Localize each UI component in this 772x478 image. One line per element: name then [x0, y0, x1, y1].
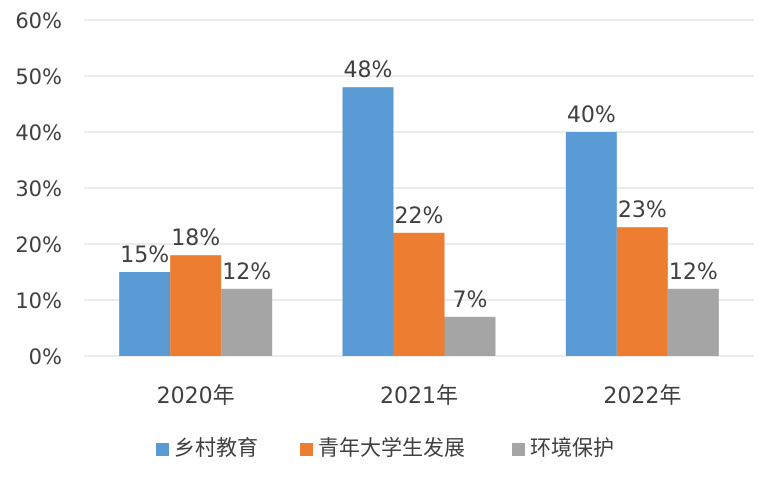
- data-label: 18%: [171, 226, 220, 251]
- bar: [667, 288, 719, 356]
- data-label: 12%: [222, 260, 271, 285]
- x-axis-categories: 2020年 2021年 2022年: [157, 384, 682, 409]
- data-label: 48%: [344, 58, 393, 83]
- legend-label: 青年大学生发展: [318, 436, 465, 460]
- y-tick-label: 0%: [29, 345, 62, 369]
- data-label: 40%: [567, 103, 616, 128]
- bar: [342, 87, 394, 356]
- bar: [170, 255, 222, 356]
- bar: [444, 316, 496, 356]
- data-label: 23%: [618, 198, 667, 223]
- bar: [119, 272, 171, 356]
- y-tick-label: 50%: [15, 65, 62, 89]
- y-tick-label: 60%: [15, 9, 62, 33]
- legend-swatch: [300, 443, 313, 456]
- data-label: 15%: [120, 243, 169, 268]
- y-tick-label: 10%: [15, 289, 62, 313]
- y-tick-label: 40%: [15, 121, 62, 145]
- x-category-label: 2021年: [380, 384, 458, 409]
- legend-swatch: [512, 443, 525, 456]
- data-labels: 15%18%12%48%22%7%40%23%12%: [120, 58, 718, 313]
- x-category-label: 2022年: [603, 384, 681, 409]
- y-tick-label: 20%: [15, 233, 62, 257]
- data-label: 22%: [395, 204, 444, 229]
- data-label: 7%: [453, 288, 488, 313]
- bar: [616, 227, 668, 356]
- bars: [119, 87, 719, 356]
- legend-swatch: [156, 443, 169, 456]
- bar: [393, 232, 445, 356]
- legend: 乡村教育 青年大学生发展 环境保护: [156, 436, 614, 460]
- data-label: 12%: [669, 260, 718, 285]
- y-tick-label: 30%: [15, 177, 62, 201]
- bar: [221, 288, 273, 356]
- legend-label: 环境保护: [530, 436, 614, 460]
- x-category-label: 2020年: [157, 384, 235, 409]
- bar: [565, 132, 617, 356]
- legend-label: 乡村教育: [174, 436, 258, 460]
- y-axis-ticks: 0% 10% 20% 30% 40% 50% 60%: [15, 9, 62, 369]
